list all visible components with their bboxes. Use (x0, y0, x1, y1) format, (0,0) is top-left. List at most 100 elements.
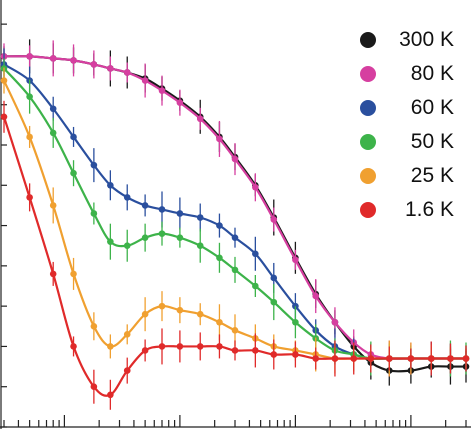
data-point (49, 270, 57, 278)
data-point (270, 216, 278, 223)
data-point (0, 113, 8, 121)
data-point (123, 69, 131, 76)
data-point (26, 53, 33, 60)
data-point (292, 318, 299, 326)
data-point (123, 331, 131, 338)
data-point (90, 383, 98, 391)
legend-label: 1.6 K (404, 198, 454, 221)
data-point (49, 55, 57, 62)
data-point (123, 242, 131, 250)
data-point (350, 355, 358, 362)
data-point (141, 310, 149, 318)
data-point (196, 115, 204, 123)
data-point (107, 238, 114, 245)
data-point (367, 355, 375, 362)
data-point (0, 77, 8, 84)
data-point (176, 343, 184, 350)
data-point (49, 129, 57, 137)
data-point (196, 310, 204, 318)
data-point (447, 355, 454, 362)
data-point (49, 202, 57, 209)
data-point (107, 65, 114, 72)
data-point (312, 355, 320, 362)
data-point (252, 282, 259, 290)
data-point (231, 266, 239, 274)
data-point (141, 202, 149, 209)
data-point (141, 347, 149, 354)
data-point (90, 61, 98, 68)
data-point (26, 194, 33, 201)
data-point (462, 355, 470, 362)
data-point (196, 214, 204, 221)
legend-marker (360, 100, 376, 116)
data-point (270, 351, 278, 358)
data-point (196, 343, 204, 350)
legend-item: 50 K (360, 130, 468, 164)
data-point (216, 318, 223, 326)
legend-marker (360, 66, 376, 82)
data-point (176, 234, 184, 241)
legend-item: 60 K (360, 96, 468, 130)
data-point (216, 222, 223, 229)
legend-label: 60 K (410, 96, 454, 119)
data-point (231, 234, 239, 241)
data-point (196, 242, 204, 250)
data-point (26, 133, 33, 141)
data-point (407, 355, 415, 362)
data-point (292, 256, 299, 264)
data-point (292, 351, 299, 358)
data-point (158, 87, 166, 94)
data-point (216, 135, 223, 143)
data-point (331, 355, 339, 362)
data-point (158, 230, 166, 237)
data-point (231, 347, 239, 354)
data-point (270, 274, 278, 282)
data-point (158, 343, 166, 350)
data-point (176, 210, 184, 217)
legend-item: 1.6 K (360, 198, 468, 232)
data-point (231, 327, 239, 334)
data-point (90, 210, 98, 217)
data-point (90, 161, 98, 169)
data-point (70, 169, 77, 177)
data-point (107, 343, 114, 350)
data-point (427, 355, 435, 362)
legend-label: 300 K (399, 28, 454, 51)
data-point (176, 99, 184, 106)
legend-marker (360, 134, 376, 150)
data-point (141, 234, 149, 241)
data-point (216, 254, 223, 262)
data-point (90, 322, 98, 330)
data-point (70, 133, 77, 141)
legend-label: 25 K (410, 164, 454, 187)
data-point (158, 302, 166, 310)
data-point (107, 181, 114, 189)
data-point (70, 343, 77, 350)
plot-area (0, 39, 470, 410)
legend-item: 25 K (360, 164, 468, 198)
legend-label: 50 K (410, 130, 454, 153)
data-point (231, 155, 239, 163)
x-ticks (3, 415, 467, 427)
data-point (176, 306, 184, 314)
data-point (270, 298, 278, 306)
legend-marker (360, 202, 376, 218)
data-point (70, 270, 77, 278)
data-point (123, 367, 131, 374)
legend-marker (360, 32, 376, 48)
data-point (252, 250, 259, 258)
data-point (26, 93, 33, 100)
data-point (331, 318, 339, 326)
data-point (252, 184, 259, 191)
data-point (385, 355, 393, 362)
data-point (123, 194, 131, 201)
data-point (252, 347, 259, 354)
data-point (70, 57, 77, 64)
series-1_6K (0, 100, 470, 410)
data-point (312, 292, 320, 300)
data-point (49, 105, 57, 113)
data-point (141, 77, 149, 84)
data-point (158, 206, 166, 213)
data-point (107, 391, 114, 399)
